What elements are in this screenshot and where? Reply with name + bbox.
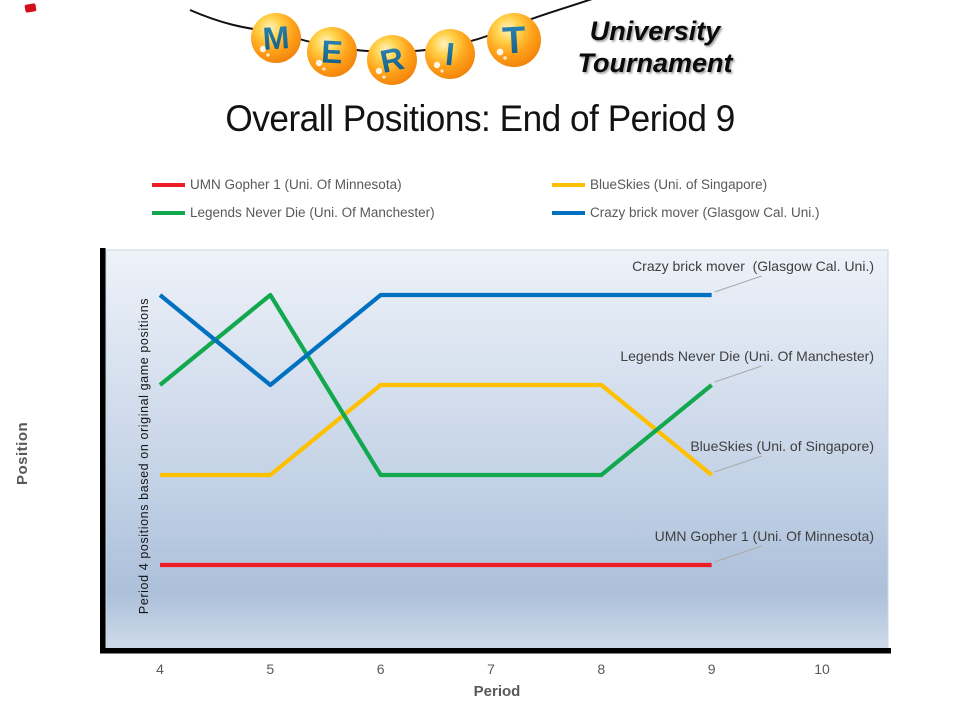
series-end-label: Legends Never Die (Uni. Of Manchester): [620, 348, 874, 364]
legend-label: BlueSkies (Uni. of Singapore): [590, 177, 768, 192]
subtitle-line-2: Tournament: [577, 47, 733, 78]
annotation-leader-line: [714, 455, 762, 473]
x-tick-label-6: 6: [377, 661, 385, 677]
series-layer: 4 5 6 7 8 9 10 UMN Gopher 1 (Uni. Of Minnesota)…: [156, 258, 874, 677]
series-line-3: [158, 292, 713, 478]
merit-logo: M E R I T: [189, 0, 593, 85]
logo-letter-t: T: [501, 19, 526, 62]
series-end-label: BlueSkies (Uni. of Singapore): [690, 438, 874, 454]
legend-swatch-yellow: [552, 182, 585, 187]
x-axis-line: [100, 648, 891, 654]
legend-item-crazy-brick-mover: Crazy brick mover (Glasgow Cal. Uni.): [552, 205, 820, 220]
x-tick-label-5: 5: [266, 661, 274, 677]
x-tick-label-10: 10: [814, 661, 830, 677]
logo-ball-r: R: [367, 35, 417, 85]
legend-item-umn-gopher: UMN Gopher 1 (Uni. Of Minnesota): [152, 177, 402, 192]
logo-subtitle: University Tournament: [555, 16, 755, 80]
subtitle-line-1: University: [589, 16, 721, 46]
x-axis-label: Period: [473, 683, 521, 700]
series-end-label: UMN Gopher 1 (Uni. Of Minnesota): [655, 528, 874, 544]
legend-label: UMN Gopher 1 (Uni. Of Minnesota): [190, 177, 402, 192]
legend-label: Crazy brick mover (Glasgow Cal. Uni.): [590, 205, 820, 220]
annotation-leader-line: [714, 545, 762, 563]
logo-ball-i: I: [425, 29, 475, 79]
annotation-leader-line: [714, 365, 762, 383]
x-tick-label-4: 4: [156, 661, 164, 677]
series-end-label: Crazy brick mover (Glasgow Cal. Uni.): [632, 258, 874, 274]
slide-title-text: Overall Positions: End of Period 9: [225, 98, 735, 139]
plot-area-background: [105, 249, 889, 649]
annotation-leader-line: [714, 275, 762, 293]
logo-ball-e: E: [307, 27, 357, 77]
legend-item-blueskies: BlueSkies (Uni. of Singapore): [552, 177, 767, 192]
legend-label: Legends Never Die (Uni. Of Manchester): [190, 205, 435, 220]
x-tick-label-7: 7: [487, 661, 495, 677]
legend-item-legends-never-die: Legends Never Die (Uni. Of Manchester): [152, 205, 435, 220]
logo-letter-i: I: [444, 36, 457, 73]
series-line-2: [160, 382, 713, 478]
x-tick-label-8: 8: [597, 661, 605, 677]
slide-title: Overall Positions: End of Period 9: [0, 98, 960, 140]
y-axis-line: [100, 248, 106, 653]
legend-swatch-green: [152, 210, 185, 215]
logo-letter-e: E: [320, 33, 343, 70]
plot-note: Period 4 positions based on original gam…: [137, 298, 151, 614]
legend-swatch-blue: [552, 210, 585, 215]
series-line-4: [158, 292, 712, 388]
legend-swatch-red: [152, 182, 185, 187]
x-tick-label-9: 9: [708, 661, 716, 677]
logo-letter-m: M: [261, 19, 290, 57]
logo-ball-t: T: [487, 13, 541, 67]
logo-ball-m: M: [251, 13, 301, 63]
